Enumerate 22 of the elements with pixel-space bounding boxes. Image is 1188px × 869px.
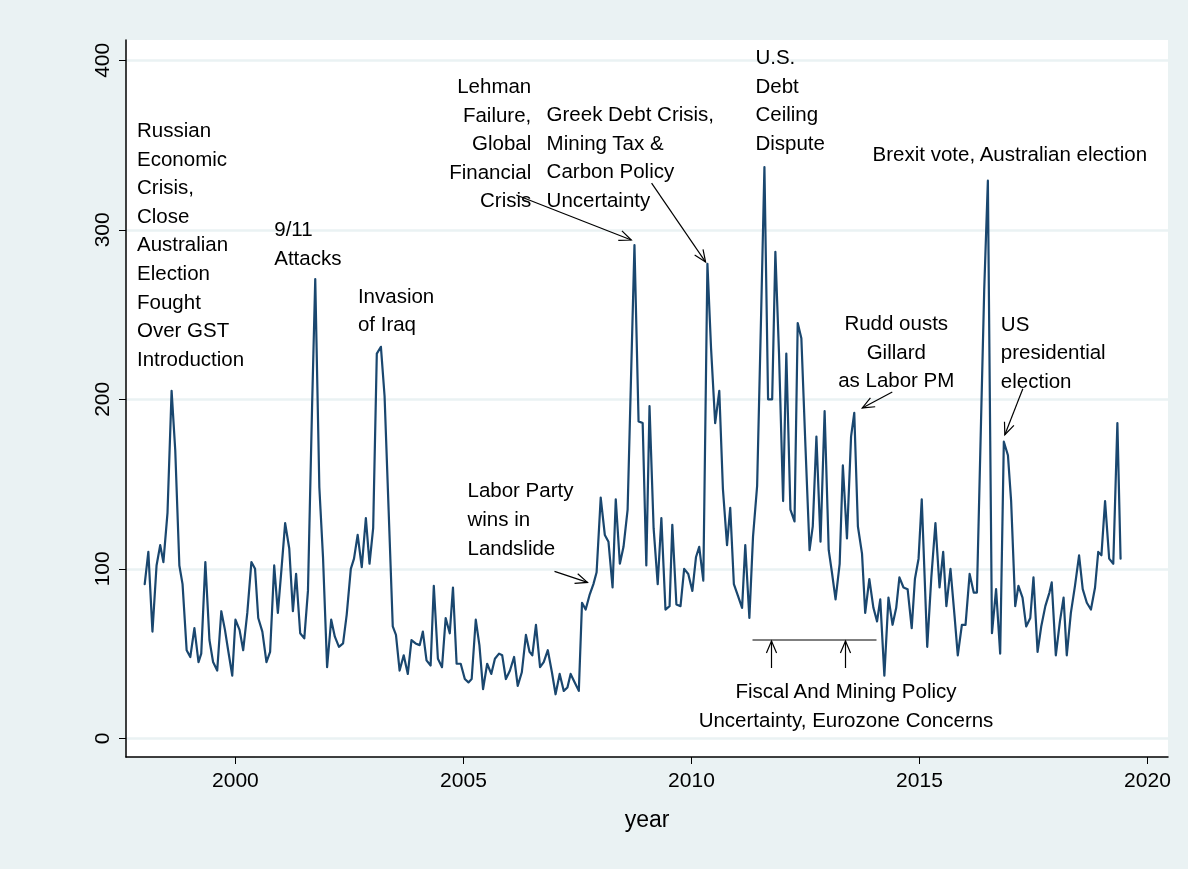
y-tick-label: 400 xyxy=(90,42,113,78)
x-tick-label: 2020 xyxy=(1124,768,1171,791)
annotation: US presidential election xyxy=(1000,311,1106,392)
annotation: Fiscal And Mining Policy Uncertainty, Eurozone Concerns xyxy=(698,679,994,731)
x-tick-label: 2000 xyxy=(212,768,259,791)
text: Russian Economic Crisis, Close Australian Election Fought Over GST Introduction xyxy=(137,118,245,370)
x-axis-title: year xyxy=(624,805,670,832)
annotation: 9/11 Attacks xyxy=(274,217,342,269)
annotation: Greek Debt Crisis, Mining Tax & Carbon Policy Uncertainty xyxy=(546,102,715,211)
x-tick-label: 2005 xyxy=(440,768,487,791)
x-tick-label: 2010 xyxy=(668,768,715,791)
annotation: Invasion of Iraq xyxy=(357,283,435,336)
x-tick-label: 2015 xyxy=(896,768,943,791)
y-tick-label: 100 xyxy=(90,551,113,587)
y-tick-label: 200 xyxy=(90,381,113,417)
annotation: Brexit vote, Australian election xyxy=(872,141,1148,165)
y-tick-label: 0 xyxy=(90,732,113,745)
annotation: Rudd ousts Gillard as Labor PM xyxy=(838,310,955,392)
annotation: U.S. Debt Ceiling Dispute xyxy=(755,45,825,154)
y-tick-label: 300 xyxy=(90,212,113,248)
annotation: Labor Party wins in Landslide xyxy=(466,478,575,559)
annotation: Lehman Failure, Global Financial Crisis xyxy=(449,74,532,212)
